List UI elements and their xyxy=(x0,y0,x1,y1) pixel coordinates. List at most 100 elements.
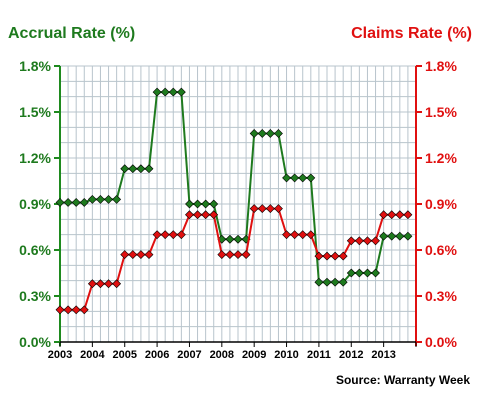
data-point xyxy=(330,251,340,261)
data-point xyxy=(363,236,372,246)
data-point xyxy=(128,164,138,174)
data-point xyxy=(104,194,113,204)
data-point xyxy=(104,279,113,289)
data-point xyxy=(298,230,308,240)
data-point xyxy=(71,305,81,315)
data-point xyxy=(201,199,211,209)
source-label: Source: Warranty Week xyxy=(336,373,470,387)
data-point xyxy=(71,198,81,207)
data-point xyxy=(387,210,397,220)
data-point xyxy=(96,279,105,289)
data-point xyxy=(249,204,259,214)
data-point xyxy=(225,234,235,244)
data-point xyxy=(193,199,202,209)
data-point xyxy=(176,230,186,240)
data-point xyxy=(185,210,194,220)
data-point xyxy=(346,236,356,246)
data-point xyxy=(257,129,267,138)
right-axis-title: Claims Rate (%) xyxy=(351,25,472,42)
data-point xyxy=(176,87,186,97)
left-y-tick-label: 1.5% xyxy=(19,104,51,120)
data-point xyxy=(265,129,275,138)
data-point xyxy=(274,204,283,214)
data-point xyxy=(209,210,219,220)
data-point xyxy=(96,194,105,204)
data-point xyxy=(112,279,122,289)
data-point xyxy=(338,277,348,287)
data-point xyxy=(314,251,324,261)
data-point xyxy=(290,173,300,183)
data-point xyxy=(282,173,291,183)
data-point xyxy=(112,194,122,204)
data-point xyxy=(136,164,146,174)
data-point xyxy=(144,164,154,174)
data-point xyxy=(79,198,89,207)
data-point xyxy=(322,277,332,287)
left-axis-title: Accrual Rate (%) xyxy=(8,25,135,42)
data-point xyxy=(55,198,65,207)
data-point xyxy=(379,210,389,220)
data-point xyxy=(354,268,364,278)
data-point xyxy=(282,230,291,240)
data-point xyxy=(120,164,130,174)
right-y-tick-label: 1.5% xyxy=(425,104,457,120)
x-tick-label: 2009 xyxy=(242,349,266,361)
data-point xyxy=(152,230,162,240)
data-point xyxy=(193,210,202,220)
data-point xyxy=(160,87,170,97)
series-accrual xyxy=(55,87,413,287)
data-point xyxy=(87,279,97,289)
data-point xyxy=(290,230,300,240)
x-tick-label: 2003 xyxy=(48,349,72,361)
data-point xyxy=(274,129,283,138)
x-tick-label: 2008 xyxy=(210,349,234,361)
series xyxy=(55,87,413,315)
data-point xyxy=(217,250,227,260)
data-point xyxy=(136,250,146,260)
right-y-tick-label: 1.8% xyxy=(425,58,457,74)
x-tick-label: 2005 xyxy=(112,349,136,361)
data-point xyxy=(55,305,65,315)
data-point xyxy=(152,87,162,97)
data-point xyxy=(233,234,243,244)
data-point xyxy=(314,277,324,287)
data-point xyxy=(371,268,380,278)
data-point xyxy=(160,230,170,240)
right-y-tick-label: 0.3% xyxy=(425,288,457,304)
data-point xyxy=(265,204,275,214)
data-point xyxy=(144,250,154,260)
x-tick-label: 2012 xyxy=(339,349,363,361)
data-point xyxy=(306,173,316,183)
data-point xyxy=(63,305,73,315)
data-point xyxy=(338,251,348,261)
data-point xyxy=(371,236,380,246)
data-point xyxy=(209,199,219,209)
labels: Accrual Rate (%) Claims Rate (%) Source:… xyxy=(8,25,472,387)
right-y-tick-label: 0.6% xyxy=(425,242,457,258)
data-point xyxy=(363,268,372,278)
data-point xyxy=(63,198,73,207)
data-point xyxy=(241,250,251,260)
data-point xyxy=(168,230,178,240)
left-y-tick-label: 1.8% xyxy=(19,58,51,74)
data-point xyxy=(403,210,413,220)
data-point xyxy=(330,277,340,287)
data-point xyxy=(225,250,235,260)
x-tick-label: 2004 xyxy=(80,349,105,361)
x-tick-label: 2006 xyxy=(145,349,169,361)
data-point xyxy=(168,87,178,97)
data-point xyxy=(249,129,259,138)
data-point xyxy=(87,194,97,204)
left-y-tick-label: 0.0% xyxy=(19,334,51,350)
grid xyxy=(59,65,417,343)
series-claims xyxy=(55,204,413,315)
right-y-tick-label: 0.0% xyxy=(425,334,457,350)
left-y-tick-label: 0.6% xyxy=(19,242,51,258)
data-point xyxy=(306,230,316,240)
right-y-tick-label: 1.2% xyxy=(425,150,457,166)
data-point xyxy=(257,204,267,214)
x-tick-label: 2010 xyxy=(274,349,298,361)
data-point xyxy=(395,231,405,241)
